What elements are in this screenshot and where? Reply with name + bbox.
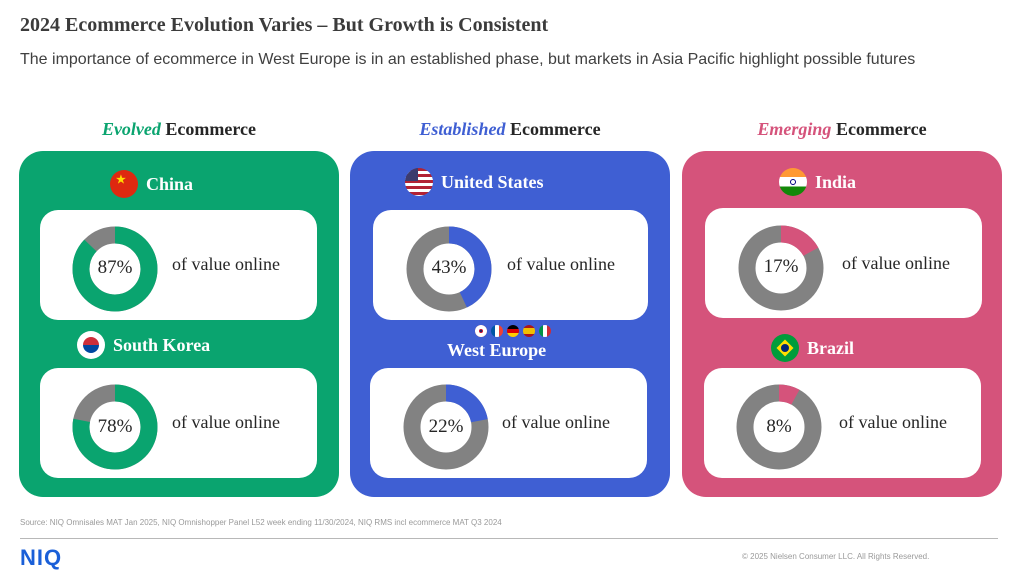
china-caption: of value online bbox=[172, 254, 280, 274]
emerging-heading: Emerging Ecommerce bbox=[682, 119, 1002, 140]
china-online-arc bbox=[72, 226, 158, 312]
south-korea-label: South Korea bbox=[77, 331, 210, 359]
west-europe-name: West Europe bbox=[447, 340, 547, 360]
emerging-heading-suffix: Ecommerce bbox=[831, 119, 927, 139]
evolved-heading-suffix: Ecommerce bbox=[160, 119, 257, 139]
us-flag-icon bbox=[405, 168, 433, 196]
india-online-arc bbox=[738, 225, 824, 311]
evolved-heading-emphasis: Evolved bbox=[101, 119, 161, 139]
france-flag-icon bbox=[491, 325, 503, 337]
emerging-heading-emphasis: Emerging bbox=[757, 119, 832, 139]
page-subtitle: The importance of ecommerce in West Euro… bbox=[20, 51, 916, 68]
brazil-label: Brazil bbox=[771, 334, 854, 362]
niq-logo: NIQ bbox=[20, 545, 63, 570]
india-flag-icon bbox=[779, 168, 807, 196]
west-europe-caption: of value online bbox=[502, 412, 610, 432]
west-europe-flags bbox=[475, 325, 551, 337]
brazil-online-arc bbox=[736, 384, 822, 470]
united-states-online-arc bbox=[406, 226, 492, 312]
united-states-name: United States bbox=[441, 171, 544, 192]
south-korea-caption: of value online bbox=[172, 412, 280, 432]
india-caption: of value online bbox=[842, 253, 950, 273]
west-europe-online-arc bbox=[403, 384, 489, 470]
china-name: China bbox=[146, 173, 194, 194]
india-name: India bbox=[815, 171, 857, 192]
india-pct-label: 17% bbox=[763, 256, 799, 277]
west-europe-donut bbox=[403, 384, 489, 470]
india-donut bbox=[738, 225, 824, 311]
south-korea-name: South Korea bbox=[113, 334, 211, 355]
brazil-caption: of value online bbox=[839, 412, 947, 432]
united-states-donut bbox=[406, 226, 492, 312]
established-heading: Established Ecommerce bbox=[350, 119, 670, 140]
footer-divider bbox=[20, 538, 998, 539]
brazil-donut bbox=[736, 384, 822, 470]
page-title: 2024 Ecommerce Evolution Varies – But Gr… bbox=[20, 14, 549, 36]
united-states-pct-label: 43% bbox=[431, 257, 467, 278]
west-europe-pct-label: 22% bbox=[428, 416, 464, 437]
united-states-caption: of value online bbox=[507, 254, 615, 274]
germany-flag-icon bbox=[507, 325, 519, 337]
united-states-label: United States bbox=[405, 168, 544, 196]
uk-flag-icon bbox=[475, 325, 487, 337]
south-korea-donut bbox=[72, 384, 158, 470]
copyright-note: © 2025 Nielsen Consumer LLC. All Rights … bbox=[742, 552, 930, 561]
source-note: Source: NIQ Omnisales MAT Jan 2025, NIQ … bbox=[20, 518, 502, 527]
china-flag-icon: ★ bbox=[110, 170, 138, 198]
south-korea-online-arc bbox=[72, 384, 158, 470]
brazil-pct-label: 8% bbox=[766, 416, 792, 437]
west-europe-label: West Europe bbox=[447, 340, 546, 361]
evolved-heading: Evolved Ecommerce bbox=[19, 119, 339, 140]
south-korea-flag-icon bbox=[77, 331, 105, 359]
established-heading-emphasis: Established bbox=[419, 119, 506, 139]
china-label: ★ China bbox=[110, 170, 193, 198]
brazil-flag-icon bbox=[771, 334, 799, 362]
established-heading-suffix: Ecommerce bbox=[505, 119, 601, 139]
china-donut bbox=[72, 226, 158, 312]
italy-flag-icon bbox=[539, 325, 551, 337]
india-label: India bbox=[779, 168, 856, 196]
south-korea-pct-label: 78% bbox=[97, 416, 133, 437]
spain-flag-icon bbox=[523, 325, 535, 337]
china-pct-label: 87% bbox=[97, 257, 133, 278]
brazil-name: Brazil bbox=[807, 337, 854, 358]
